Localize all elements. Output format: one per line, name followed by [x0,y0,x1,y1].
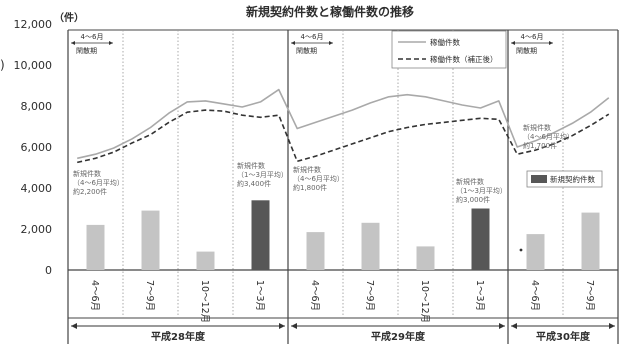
annotation-text: （4～6月平均） [523,132,574,141]
bar-series [86,200,600,270]
bar-8 [471,208,490,270]
bar-3 [196,251,215,270]
bar-9 [526,234,545,270]
arrowhead-right-icon [329,41,333,45]
y-tick-label: 12,000 [14,18,53,31]
bar-10 [581,212,600,270]
x-tick-label: 7～9月 [364,280,375,311]
annotations: 新規件数（4～6月平均）約2,200件新規件数（1～3月平均）約3,400件新規… [73,123,574,204]
x-tick-label: 4～6月 [89,280,100,311]
bar-7 [416,246,435,270]
bar-1 [86,224,105,270]
period-note-range: 4～6月 [521,33,544,41]
annotation-text: 約1,800件 [293,183,327,192]
y-tick-label: 2,000 [21,223,53,236]
fiscal-year-axis: 平成28年度 平成29年度 平成30年度 [71,323,615,343]
y-tick-label: 10,000 [14,59,53,72]
y-tick-label: 4,000 [21,182,53,195]
x-tick-label: 1～3月 [254,280,265,311]
x-tick-label: 10～12月 [199,280,210,323]
line-active-count [77,88,610,160]
annotation-text: 約3,000件 [456,195,490,204]
annotation-text: 新規件数 [73,169,101,178]
arrowhead-left-icon [71,41,75,45]
arrowhead-right-icon [609,323,615,329]
x-tick-label: 10～12月 [419,280,430,323]
annotation-text: 約3,400件 [237,179,271,188]
annotation-text: 約2,200件 [73,187,107,196]
y-unit-label: （件） [54,11,84,24]
annotation-text: （1～3月平均） [237,170,288,179]
y-axis: 12,000 10,000 8,000 6,000 4,000 2,000 0 [14,18,53,277]
arrowhead-left-icon [291,323,297,329]
fiscal-year-label: 平成30年度 [536,330,591,343]
period-note-range: 4～6月 [301,33,324,41]
fiscal-year-label: 平成28年度 [151,330,206,343]
period-note-text: 閑散期 [516,46,537,55]
y-tick-label: 0 [45,264,52,277]
annotation-text: （1～3月平均） [456,186,507,195]
arrowhead-right-icon [499,323,505,329]
arrowhead-left-icon [511,41,515,45]
annotation-text: 新規件数 [456,177,484,186]
bar-5 [306,232,325,270]
y-tick-label: 8,000 [21,100,53,113]
x-tick-label: 4～6月 [529,280,540,311]
bar-6 [361,222,380,270]
arrowhead-right-icon [549,41,553,45]
arrowhead-left-icon [71,323,77,329]
annotation-text: 新規件数 [237,161,265,170]
legend-label: 新規契約件数 [550,174,595,184]
bar-2 [141,210,160,270]
x-tick-label: 1～3月 [474,280,485,311]
period-note-range: 4～6月 [81,33,104,41]
annotation-text: 新規件数 [523,123,551,132]
arrowhead-right-icon [279,323,285,329]
line-series [77,88,610,164]
arrowhead-right-icon [109,41,113,45]
x-axis: 4～6月 7～9月 10～12月 1～3月 4～6月 7～9月 10～12月 1～3月 4～6月… [89,280,595,323]
annotation-text: （4～6月平均） [293,174,344,183]
y-tick-label: 6,000 [21,141,53,154]
annotation-text: 新規件数 [293,165,321,174]
annotation-text: 約1,700件 [523,141,557,150]
x-tick-label: 7～9月 [584,280,595,311]
period-note-text: 閑散期 [296,46,317,55]
edge-fragment: ) [0,58,5,72]
stray-dot [519,248,523,252]
fiscal-year-label: 平成29年度 [371,330,426,343]
legend-bar-swatch [531,175,547,183]
x-tick-label: 4～6月 [309,280,320,311]
line-legend-box [391,30,507,69]
period-note-text: 閑散期 [76,46,97,55]
bar-4 [251,200,270,270]
arrowhead-left-icon [511,323,517,329]
line-active-count-adjusted [77,109,610,164]
legend-label: 稼働件数 [430,37,460,47]
x-tick-label: 7～9月 [144,280,155,311]
chart-title: 新規契約件数と稼働件数の推移 [246,4,414,19]
legend-label: 稼働件数（補正後） [430,54,498,64]
arrowhead-left-icon [291,41,295,45]
annotation-text: （4～6月平均） [73,178,124,187]
